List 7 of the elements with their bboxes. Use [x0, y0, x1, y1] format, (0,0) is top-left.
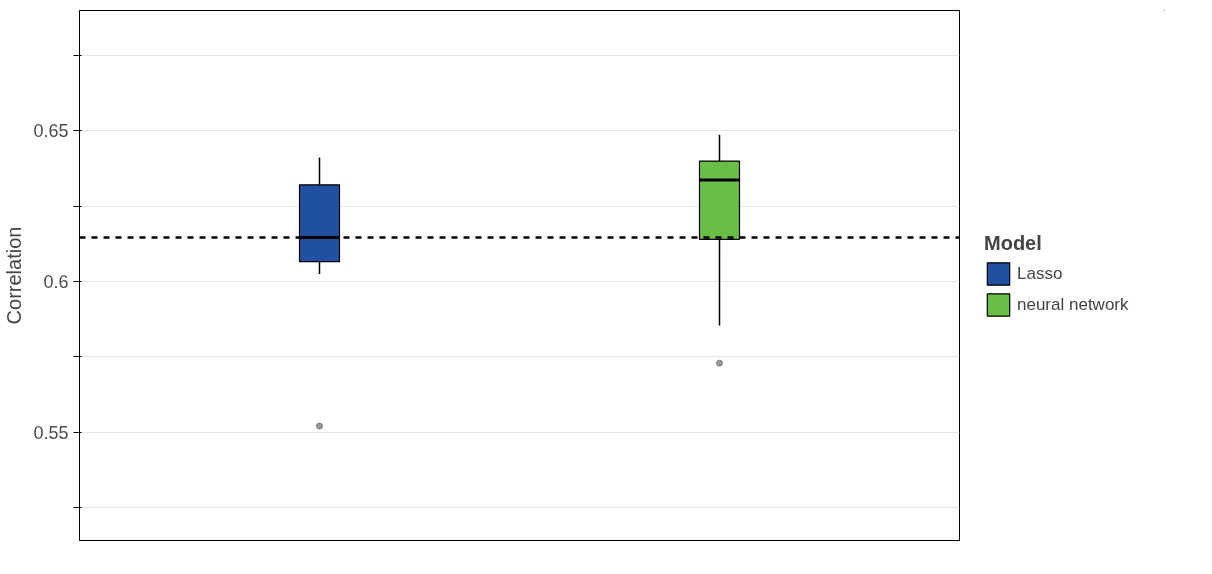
y-tick-label: 0.6	[43, 272, 69, 293]
legend-title: Model	[984, 231, 1043, 255]
y-tick-label: 0.55	[33, 422, 69, 443]
legend-label: neural network	[1017, 294, 1129, 315]
legend-label: Lasso	[1017, 263, 1063, 284]
y-tick-label: 0.65	[33, 121, 69, 142]
y-axis-title: Correlation	[3, 226, 26, 325]
